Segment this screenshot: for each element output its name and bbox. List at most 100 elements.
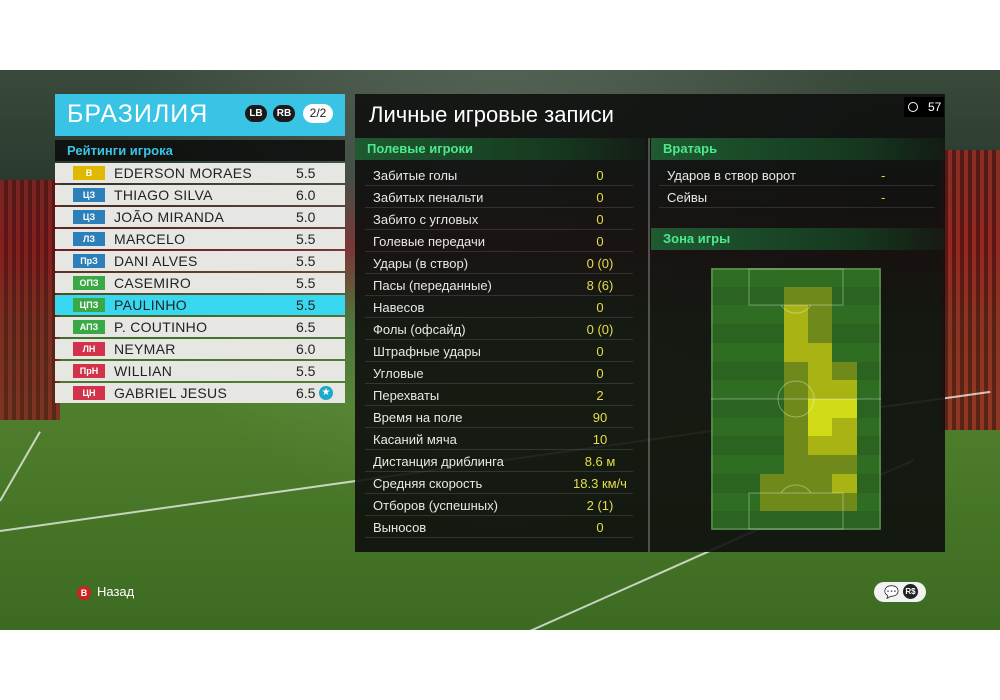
heatmap-cell [856,342,881,362]
heatmap-cell [808,361,834,381]
player-row[interactable]: ЦПЗ PAULINHO 5.5 [55,295,345,315]
team-name: БРАЗИЛИЯ [67,100,209,128]
heatmap-cell [832,473,858,493]
player-row[interactable]: ЦН GABRIEL JESUS 6.5 ★ [55,383,345,403]
stat-label: Отборов (успешных) [373,498,498,513]
star-icon: ★ [319,386,333,400]
player-name: PAULINHO [114,297,187,313]
timer-value: 57 [928,100,942,114]
position-badge: ЛН [73,342,105,356]
heatmap-cell [783,399,809,418]
heatmap-cell [711,473,736,493]
stat-value: 2 [596,388,604,403]
player-rating: 5.5 [296,275,316,291]
player-name: DANI ALVES [114,253,198,269]
heatmap-cell [759,286,785,306]
pitch-markings [711,268,881,530]
heatmap-cell [759,455,785,475]
lb-button[interactable]: LB [245,105,267,122]
heatmap-cell [735,342,761,362]
stat-label: Забитые голы [373,168,458,183]
heatmap-cell [808,473,834,493]
player-row[interactable]: ЛН NEYMAR 6.0 [55,339,345,359]
player-row[interactable]: ОПЗ CASEMIRO 5.5 [55,273,345,293]
heatmap-cell [759,511,785,530]
stat-value: 10 [592,432,608,447]
heatmap-cell [856,324,881,344]
player-rating: 5.5 [296,363,316,379]
player-row[interactable]: ЦЗ THIAGO SILVA 6.0 [55,185,345,205]
heatmap-cell [759,492,785,512]
heatmap-cell [783,324,809,344]
player-row[interactable]: ЦЗ JOÃO MIRANDA 5.0 [55,207,345,227]
stat-row: Ударов в створ ворот - [659,164,935,186]
heatmap-cell [711,399,736,418]
heatmap-cell [856,436,881,456]
player-row[interactable]: В EDERSON MORAES 5.5 [55,163,345,183]
position-badge: ОПЗ [73,276,105,290]
heatmap-cell [832,380,858,400]
heatmap-cell [735,473,761,493]
heatmap-cell [808,436,834,456]
player-rating: 6.0 [296,187,316,203]
goalkeeper-title: Вратарь [651,138,945,160]
back-button[interactable]: B Назад [77,584,134,600]
position-badge: ЦПЗ [73,298,105,312]
heatmap-cell [759,361,785,381]
player-row[interactable]: ПрЗ DANI ALVES 5.5 [55,251,345,271]
player-row[interactable]: ЛЗ MARCELO 5.5 [55,229,345,249]
heatmap-cell [735,455,761,475]
heatmap-cell [783,417,809,437]
position-badge: ПрН [73,364,105,378]
heatmap-cell [783,380,809,400]
rb-button[interactable]: RB [273,105,295,122]
stat-label: Забитых пенальти [373,190,484,205]
play-zone-heatmap [711,268,881,530]
heatmap-cell [832,492,858,512]
stat-value: - [881,190,886,205]
stat-label: Навесов [373,300,425,315]
heatmap-cell [759,399,785,418]
stat-label: Удары (в створ) [373,256,469,271]
heatmap-cell [711,286,736,306]
heatmap-cell [783,268,809,287]
bottom-right-controls: 💬 R$ [874,582,926,602]
chat-icon[interactable]: 💬 [884,585,899,599]
player-rating: 6.0 [296,341,316,357]
money-icon[interactable]: R$ [903,584,918,599]
crowd-left [0,180,60,420]
player-row[interactable]: АПЗ P. COUTINHO 6.5 [55,317,345,337]
heatmap-cell [808,399,834,418]
stat-label: Средняя скорость [373,476,483,491]
back-label: Назад [97,584,135,599]
heatmap-cell [711,511,736,530]
stat-row: Удары (в створ) 0 (0) [365,252,633,274]
heatmap-cell [808,455,834,475]
heatmap-cell [735,268,761,287]
heatmap-cell [832,305,858,325]
stat-value: 0 [596,366,604,381]
heatmap-cell [856,268,881,287]
heatmap-cell [759,342,785,362]
heatmap-cell [735,511,761,530]
heatmap-cell [711,417,736,437]
field-players-title: Полевые игроки [355,138,645,160]
heatmap-cell [759,305,785,325]
player-rating: 6.5 [296,385,316,401]
heatmap-cell [711,436,736,456]
heatmap-cell [808,511,834,530]
stat-label: Голевые передачи [373,234,486,249]
heatmap-cell [808,324,834,344]
player-row[interactable]: ПрН WILLIAN 5.5 [55,361,345,381]
stat-value: 8.6 м [584,454,616,469]
heatmap-cell [711,268,736,287]
position-badge: ЦН [73,386,105,400]
page-indicator: 2/2 [303,104,333,123]
stat-row: Забито с угловых 0 [365,208,633,230]
heatmap-cell [832,436,858,456]
heatmap-cell [735,286,761,306]
player-rating: 5.5 [296,297,316,313]
heatmap-cell [735,305,761,325]
position-badge: ПрЗ [73,254,105,268]
ratings-title: Рейтинги игрока [55,140,345,161]
